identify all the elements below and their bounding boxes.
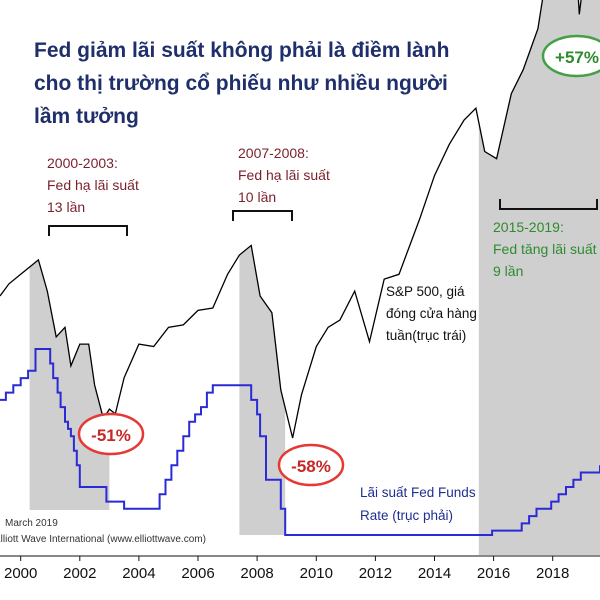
period1-line-1: 2000-2003: — [47, 155, 118, 171]
period1-line-3: 13 lần — [47, 199, 85, 215]
period3-line-2: Fed tăng lãi suất — [493, 241, 597, 257]
sp500-label-line-3: tuần(trục trái) — [386, 328, 466, 343]
badge-3-label: +57% — [555, 48, 599, 67]
badge-3-ring — [541, 34, 600, 78]
x-tick-label: 2008 — [240, 565, 273, 582]
shaded-region-3 — [478, 0, 600, 555]
series-line-sp500 — [0, 0, 582, 439]
badge-2-label: -58% — [291, 457, 331, 476]
x-tick-label: 2010 — [300, 565, 333, 582]
x-tick-label: 2004 — [122, 565, 155, 582]
fed-label-line-1: Lãi suất Fed Funds — [360, 485, 476, 500]
x-tick-label: 2016 — [477, 565, 510, 582]
period3-line-3: 9 lần — [493, 263, 523, 279]
period2-line-2: Fed hạ lãi suất — [238, 167, 330, 183]
badge-2-ring — [277, 443, 345, 487]
period2-line-1: 2007-2008: — [238, 145, 309, 161]
shaded-region-1 — [29, 260, 110, 510]
fed-label-line-2: Rate (trục phải) — [360, 508, 453, 523]
period2-bracket — [232, 210, 293, 221]
x-tick-label: 2012 — [359, 565, 392, 582]
x-tick-label: 2000 — [4, 565, 37, 582]
period2-line-3: 10 lần — [238, 189, 276, 205]
sp500-label-line-1: S&P 500, giá — [386, 284, 465, 299]
x-tick-label: 2006 — [181, 565, 214, 582]
sp500-label-line-2: đóng cửa hàng — [386, 306, 477, 321]
badge-1-ring — [77, 412, 145, 456]
chart-title-line-1: Fed giảm lãi suất không phải là điềm làn… — [34, 39, 449, 62]
shaded-region-2 — [239, 245, 286, 535]
x-tick-label: 2018 — [536, 565, 569, 582]
period3-bracket — [499, 199, 598, 210]
badge-1-label: -51% — [91, 426, 131, 445]
chart-title-line-2: cho thị trường cổ phiếu như nhiều người — [34, 72, 448, 95]
series-line-fed-funds-rate — [0, 348, 600, 536]
chart-title-line-3: lầm tưởng — [34, 105, 139, 128]
x-tick-label: 2014 — [418, 565, 451, 582]
period1-line-2: Fed hạ lãi suất — [47, 177, 139, 193]
x-axis: 2000 2002 2004 2006 2008 2010 2012 2014 2016 2018 — [0, 555, 600, 582]
period1-bracket — [48, 225, 128, 236]
source-line-2: Elliott Wave International (www.elliottw… — [0, 534, 206, 545]
source-line-1: March 2019 — [5, 518, 58, 529]
period3-line-1: 2015-2019: — [493, 219, 564, 235]
x-tick-label: 2002 — [63, 565, 96, 582]
